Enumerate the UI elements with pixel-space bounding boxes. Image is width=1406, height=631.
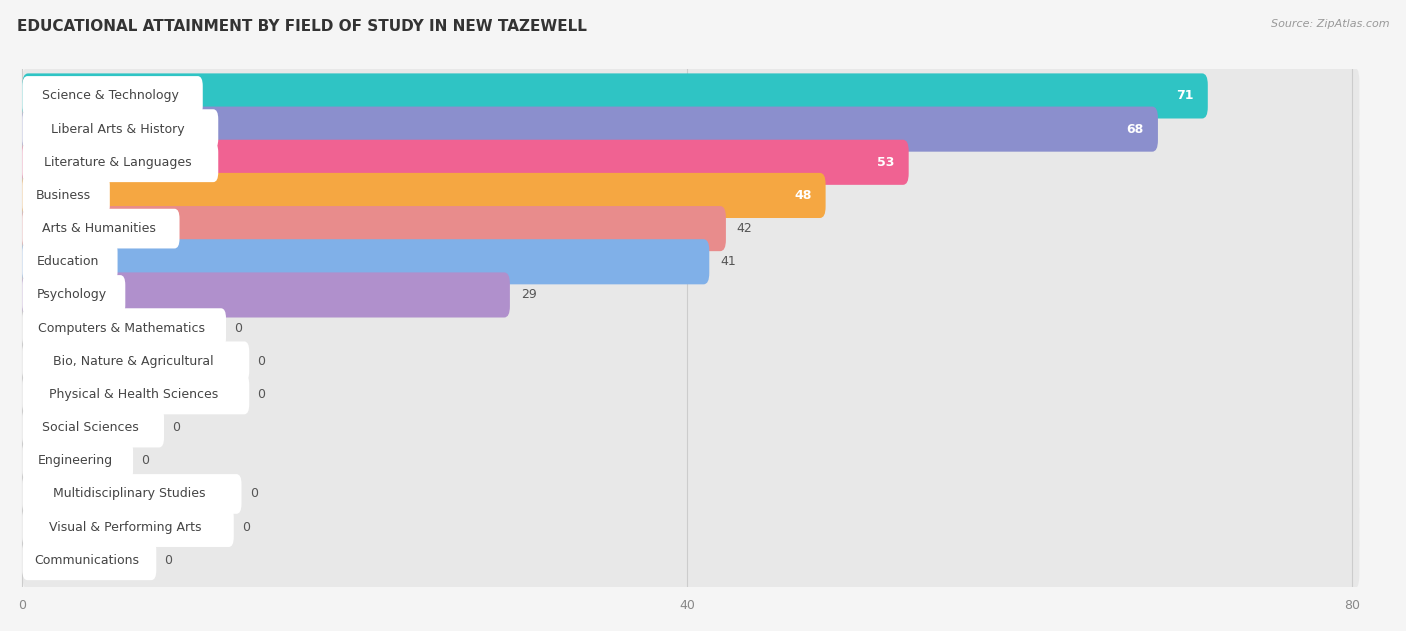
Text: Communications: Communications — [34, 554, 139, 567]
FancyBboxPatch shape — [22, 331, 1360, 392]
Text: Arts & Humanities: Arts & Humanities — [42, 222, 156, 235]
Text: 0: 0 — [250, 488, 257, 500]
Text: Education: Education — [37, 256, 98, 268]
FancyBboxPatch shape — [22, 264, 1360, 326]
FancyBboxPatch shape — [22, 474, 242, 514]
FancyBboxPatch shape — [22, 364, 1360, 425]
FancyBboxPatch shape — [22, 309, 226, 348]
Text: 0: 0 — [173, 421, 180, 434]
FancyBboxPatch shape — [22, 98, 1360, 160]
FancyBboxPatch shape — [22, 173, 825, 218]
FancyBboxPatch shape — [22, 463, 1360, 524]
Text: EDUCATIONAL ATTAINMENT BY FIELD OF STUDY IN NEW TAZEWELL: EDUCATIONAL ATTAINMENT BY FIELD OF STUDY… — [17, 19, 586, 34]
Text: 53: 53 — [877, 156, 894, 168]
FancyBboxPatch shape — [22, 175, 110, 215]
FancyBboxPatch shape — [22, 507, 233, 547]
Text: Literature & Languages: Literature & Languages — [44, 156, 191, 168]
Text: Computers & Mathematics: Computers & Mathematics — [38, 322, 205, 334]
FancyBboxPatch shape — [22, 198, 1360, 259]
Text: Multidisciplinary Studies: Multidisciplinary Studies — [53, 488, 205, 500]
FancyBboxPatch shape — [22, 66, 1360, 126]
Text: Social Sciences: Social Sciences — [42, 421, 139, 434]
FancyBboxPatch shape — [22, 540, 156, 580]
FancyBboxPatch shape — [22, 397, 1360, 458]
FancyBboxPatch shape — [22, 76, 202, 116]
Text: 0: 0 — [165, 554, 173, 567]
Text: Science & Technology: Science & Technology — [42, 90, 179, 102]
Text: 0: 0 — [142, 454, 149, 468]
Text: Visual & Performing Arts: Visual & Performing Arts — [49, 521, 202, 534]
FancyBboxPatch shape — [22, 408, 165, 447]
Text: 0: 0 — [242, 521, 250, 534]
FancyBboxPatch shape — [22, 341, 249, 381]
Text: 42: 42 — [737, 222, 752, 235]
Text: 0: 0 — [235, 322, 242, 334]
FancyBboxPatch shape — [22, 273, 510, 317]
Text: 29: 29 — [520, 288, 537, 302]
FancyBboxPatch shape — [22, 239, 709, 285]
FancyBboxPatch shape — [22, 132, 1360, 193]
FancyBboxPatch shape — [22, 441, 134, 481]
Text: Source: ZipAtlas.com: Source: ZipAtlas.com — [1271, 19, 1389, 29]
FancyBboxPatch shape — [22, 73, 1208, 119]
FancyBboxPatch shape — [22, 232, 1360, 292]
FancyBboxPatch shape — [22, 139, 908, 185]
Text: Liberal Arts & History: Liberal Arts & History — [51, 122, 184, 136]
Text: Engineering: Engineering — [38, 454, 112, 468]
Text: Business: Business — [37, 189, 91, 202]
FancyBboxPatch shape — [22, 375, 249, 415]
FancyBboxPatch shape — [22, 107, 1159, 151]
Text: Psychology: Psychology — [37, 288, 107, 302]
FancyBboxPatch shape — [22, 143, 218, 182]
FancyBboxPatch shape — [22, 298, 1360, 358]
Text: 71: 71 — [1177, 90, 1194, 102]
FancyBboxPatch shape — [22, 165, 1360, 226]
FancyBboxPatch shape — [22, 209, 180, 249]
Text: 41: 41 — [720, 256, 735, 268]
Text: 0: 0 — [257, 355, 266, 368]
FancyBboxPatch shape — [22, 206, 725, 251]
Text: 0: 0 — [257, 388, 266, 401]
FancyBboxPatch shape — [22, 275, 125, 315]
FancyBboxPatch shape — [22, 109, 218, 149]
FancyBboxPatch shape — [22, 430, 1360, 492]
FancyBboxPatch shape — [22, 497, 1360, 558]
FancyBboxPatch shape — [22, 530, 1360, 591]
Text: 48: 48 — [794, 189, 811, 202]
Text: Physical & Health Sciences: Physical & Health Sciences — [49, 388, 218, 401]
Text: 68: 68 — [1126, 122, 1144, 136]
FancyBboxPatch shape — [22, 242, 118, 281]
Text: Bio, Nature & Agricultural: Bio, Nature & Agricultural — [53, 355, 214, 368]
